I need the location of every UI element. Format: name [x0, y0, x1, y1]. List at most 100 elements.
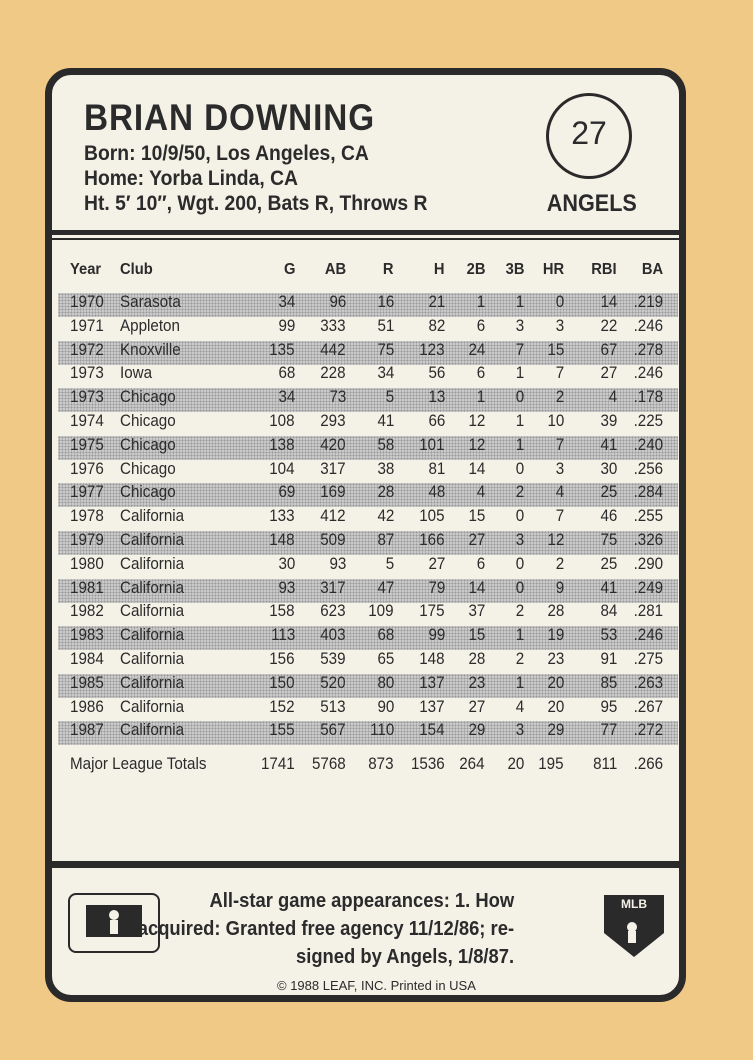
stat-cell: 6 — [476, 316, 485, 335]
stat-cell: 23 — [468, 673, 485, 692]
stat-row: 1985 California 150 520 80 137 23 1 20 85 .263 — [58, 673, 678, 698]
stat-cell: 25 — [600, 554, 617, 573]
totals-cell: 811 — [592, 755, 617, 774]
stat-cell: 21 — [428, 293, 445, 311]
stat-cell: 7 — [515, 340, 524, 359]
stat-cell: 6 — [476, 364, 485, 383]
player-name: BRIAN DOWNING — [84, 97, 376, 138]
card-panel: BRIAN DOWNING Born: 10/9/50, Los Angeles… — [45, 68, 686, 1002]
stat-cell: 3 — [515, 531, 524, 549]
stat-row: 1979 California 148 509 87 166 27 3 12 75 .326 — [58, 531, 678, 555]
stat-cell: 14 — [468, 578, 485, 597]
stat-cell: 228 — [320, 364, 346, 383]
stat-cell: 138 — [269, 435, 295, 454]
stat-cell: 2 — [515, 650, 524, 668]
stat-row: 1982 California 158 623 109 175 37 2 28 84 .281 — [58, 602, 678, 626]
stat-cell: 80 — [377, 673, 394, 692]
stat-cell: 1976 — [70, 459, 104, 478]
stat-cell: 442 — [320, 340, 346, 359]
stat-row: 1983 California 113 403 68 99 15 1 19 53 .246 — [58, 626, 678, 651]
stat-cell: 42 — [377, 507, 394, 526]
stat-cell: 82 — [428, 316, 445, 335]
stat-cell: 28 — [547, 602, 564, 621]
stat-cell: 1972 — [70, 340, 104, 359]
stat-cell: 15 — [468, 507, 485, 526]
divider — [52, 230, 679, 235]
stat-cell: 148 — [419, 650, 445, 668]
stat-cell: 3 — [555, 316, 564, 335]
stat-cell: 1979 — [70, 531, 104, 549]
stat-cell: 48 — [428, 483, 445, 502]
stat-cell: California — [120, 602, 185, 621]
stat-cell: Chicago — [120, 483, 176, 502]
home: Home: Yorba Linda, CA — [84, 167, 298, 190]
stat-cell: 13 — [428, 388, 445, 407]
stat-row: 1970 Sarasota 34 96 16 21 1 1 0 14 .219 — [58, 293, 678, 317]
licensee-logo — [68, 893, 160, 953]
stat-cell: 37 — [468, 602, 485, 621]
stat-cell: 85 — [600, 673, 617, 692]
stat-cell: 539 — [320, 650, 346, 668]
stat-cell: 23 — [547, 650, 564, 668]
stat-cell: 4 — [555, 483, 564, 502]
stat-cell: 2 — [515, 602, 524, 621]
stat-cell: 1981 — [70, 578, 104, 597]
stat-cell: 22 — [600, 316, 617, 335]
stat-cell: 14 — [600, 293, 617, 311]
column-header: RBI — [591, 261, 617, 278]
stat-cell: 90 — [377, 697, 394, 716]
stat-cell: .246 — [633, 316, 663, 335]
stat-cell: Knoxville — [120, 340, 181, 359]
stat-cell: 113 — [270, 626, 295, 645]
stat-cell: Chicago — [120, 412, 176, 430]
stat-cell: 28 — [468, 650, 485, 668]
stat-cell: 0 — [515, 578, 524, 597]
stat-cell: .240 — [633, 435, 663, 454]
stat-cell: 0 — [515, 388, 524, 407]
stat-cell: 41 — [377, 412, 394, 430]
stat-cell: 30 — [600, 459, 617, 478]
stat-cell: 2 — [515, 483, 524, 502]
stat-row: 1973 Iowa 68 228 34 56 6 1 7 27 .246 — [58, 364, 678, 388]
note-line: All-star game appearances: 1. How — [209, 890, 514, 912]
stat-row: 1978 California 133 412 42 105 15 0 7 46 .255 — [58, 507, 678, 531]
stat-cell: Appleton — [120, 316, 180, 335]
stat-cell: 99 — [428, 626, 445, 645]
stat-cell: 1987 — [70, 721, 104, 740]
stat-row: 1976 Chicago 104 317 38 81 14 0 3 30 .256 — [58, 460, 678, 484]
totals-cell: 873 — [368, 755, 394, 774]
stat-cell: 28 — [377, 483, 394, 502]
stat-cell: 1978 — [70, 507, 104, 526]
stat-cell: 56 — [428, 364, 445, 383]
totals-cell: 20 — [507, 755, 524, 774]
stat-cell: 1973 — [70, 388, 104, 407]
stat-cell: 47 — [377, 578, 394, 597]
stat-cell: 3 — [555, 459, 564, 478]
stat-cell: .281 — [633, 602, 663, 621]
physical: Ht. 5′ 10″, Wgt. 200, Bats R, Throws R — [84, 192, 428, 215]
column-header: 3B — [505, 261, 524, 278]
column-header: HR — [542, 261, 564, 278]
stat-cell: 29 — [547, 721, 564, 740]
totals-cell: 195 — [538, 755, 564, 774]
header-row: Year Club G AB R H 2B 3B HR RBI BA — [58, 261, 678, 285]
column-header: Year — [70, 261, 102, 278]
stat-cell: Chicago — [120, 388, 176, 407]
stat-row: 1973 Chicago 34 73 5 13 1 0 2 4 .178 — [58, 388, 678, 413]
stat-cell: 69 — [278, 483, 295, 502]
stat-cell: .278 — [633, 340, 663, 359]
stat-cell: .225 — [633, 412, 663, 430]
stat-cell: 1 — [515, 412, 524, 430]
stat-cell: 0 — [555, 293, 564, 311]
stat-cell: 317 — [320, 459, 346, 478]
divider — [52, 861, 679, 868]
stat-cell: 109 — [368, 602, 394, 621]
stat-cell: 34 — [278, 388, 295, 407]
stat-cell: 41 — [600, 578, 617, 597]
stat-cell: 158 — [269, 602, 295, 621]
totals-cell: 5768 — [312, 755, 346, 774]
stat-cell: 135 — [269, 340, 295, 359]
stat-cell: 9 — [555, 578, 564, 597]
stat-cell: 154 — [419, 721, 445, 740]
stat-cell: 175 — [419, 602, 445, 621]
